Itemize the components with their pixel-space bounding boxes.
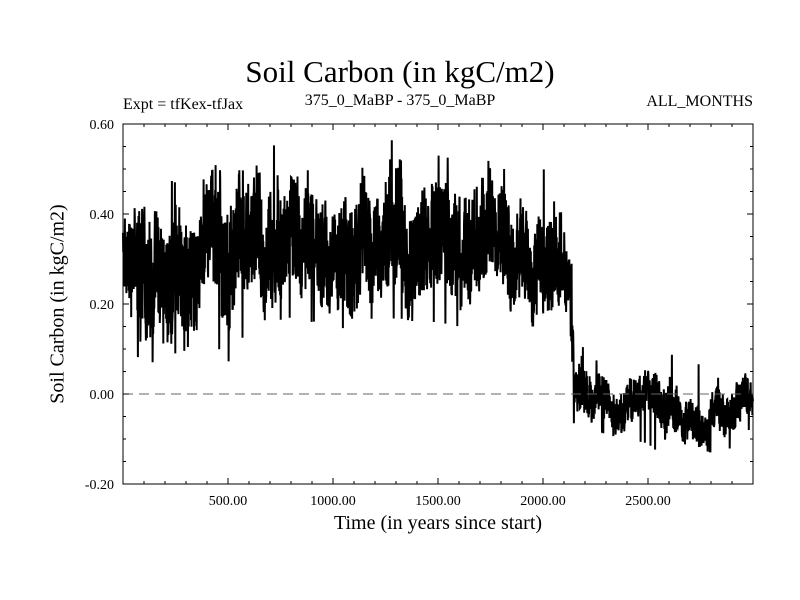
soil-carbon-series-line	[122, 140, 754, 453]
x-tick-label: 2000.00	[520, 494, 566, 509]
months-label: ALL_MONTHS	[646, 93, 753, 110]
y-axis-label: Soil Carbon (in kgC/m2)	[46, 204, 69, 404]
axis-layer: -0.20 0.00 0.20 0.40 0.60 500.00 1000.00 1500.0…	[85, 118, 753, 509]
x-tick-label: 2500.00	[625, 494, 671, 509]
y-tick-label: 0.20	[90, 298, 115, 313]
y-tick-label: 0.40	[90, 208, 115, 223]
series-layer	[122, 140, 754, 453]
x-axis-label: Time (in years since start)	[333, 512, 543, 534]
x-tick-label: 500.00	[209, 494, 248, 509]
x-tick-label: 1500.00	[415, 494, 461, 509]
period-label: 375_0_MaBP - 375_0_MaBP	[304, 92, 496, 109]
x-tick-label: 1000.00	[310, 494, 356, 509]
y-tick-label: 0.60	[90, 118, 115, 133]
y-tick-label: 0.00	[90, 388, 115, 403]
experiment-label: Expt = tfKex-tfJax	[123, 96, 244, 113]
y-tick-label: -0.20	[85, 478, 114, 493]
chart-title: Soil Carbon (in kgC/m2)	[245, 54, 555, 89]
